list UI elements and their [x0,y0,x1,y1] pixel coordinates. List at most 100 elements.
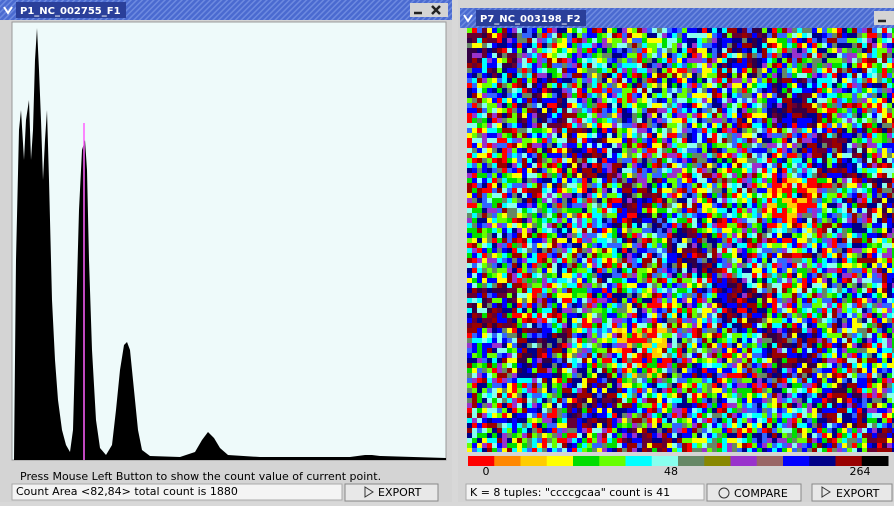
heat-cell [482,183,487,188]
heat-cell [707,223,712,228]
heat-cell [562,158,567,163]
heat-cell [642,78,647,83]
heat-cell [707,123,712,128]
heat-cell [487,148,492,153]
window-controls[interactable] [410,3,448,17]
heat-cell [722,238,727,243]
heat-cell [557,113,562,118]
heat-cell [722,48,727,53]
heat-cell [787,163,792,168]
heat-cell [497,133,502,138]
heat-cell [842,138,847,143]
heat-cell [497,243,502,248]
heat-cell [727,288,732,293]
heat-cell [832,308,837,313]
heat-cell [572,258,577,263]
heat-cell [652,33,657,38]
heat-cell [697,118,702,123]
heat-cell [812,218,817,223]
heat-cell [642,273,647,278]
heat-cell [737,193,742,198]
heat-cell [577,223,582,228]
heat-cell [622,288,627,293]
heat-cell [472,178,477,183]
heat-cell [827,63,832,68]
heat-cell [802,138,807,143]
heat-cell [487,68,492,73]
heat-cell [702,168,707,173]
heat-cell [787,183,792,188]
heat-cell [652,28,657,33]
heat-cell [847,273,852,278]
heat-cell [742,243,747,248]
heat-cell [712,303,717,308]
heat-cell [642,168,647,173]
heat-cell [582,93,587,98]
heat-cell [482,158,487,163]
heat-cell [777,118,782,123]
heat-cell [817,173,822,178]
heat-cell [677,98,682,103]
heat-cell [542,188,547,193]
heat-cell [792,293,797,298]
heat-cell [762,78,767,83]
heat-cell [687,248,692,253]
heat-cell [852,238,857,243]
heat-cell [532,293,537,298]
heat-cell [667,43,672,48]
heat-cell [647,218,652,223]
heat-cell [632,68,637,73]
heat-cell [857,243,862,248]
heat-cell [852,108,857,113]
heat-cell [772,288,777,293]
heat-cell [592,143,597,148]
heat-cell [662,58,667,63]
heat-cell [792,268,797,273]
heat-cell [567,83,572,88]
heat-cell [552,208,557,213]
heat-cell [662,188,667,193]
heat-cell [832,148,837,153]
heat-cell [582,153,587,158]
heat-cell [757,48,762,53]
heat-cell [777,198,782,203]
heat-cell [852,233,857,238]
heat-cell [582,163,587,168]
heat-cell [672,188,677,193]
heat-cell [542,213,547,218]
heat-cell [872,223,877,228]
heat-cell [602,198,607,203]
heat-cell [697,273,702,278]
heat-cell [562,218,567,223]
heat-cell [707,173,712,178]
heat-cell [852,123,857,128]
heat-cell [882,73,887,78]
heat-cell [722,163,727,168]
heat-cell [787,293,792,298]
heat-cell [742,173,747,178]
heat-cell [807,208,812,213]
heatmap[interactable] [467,28,894,452]
heat-cell [607,218,612,223]
heat-cell [767,48,772,53]
heat-cell [802,53,807,58]
heat-cell [707,168,712,173]
heat-cell [882,213,887,218]
heat-cell [477,63,482,68]
heat-cell [502,248,507,253]
heat-cell [747,33,752,38]
heat-cell [847,143,852,148]
window-controls[interactable] [874,11,894,25]
heat-cell [592,98,597,103]
heat-cell [762,168,767,173]
heat-cell [557,78,562,83]
heat-cell [752,83,757,88]
heat-cell [622,313,627,318]
heat-cell [662,208,667,213]
heat-cell [607,113,612,118]
heat-cell [547,163,552,168]
heat-cell [592,133,597,138]
heat-cell [502,143,507,148]
heat-cell [827,268,832,273]
heat-cell [527,203,532,208]
